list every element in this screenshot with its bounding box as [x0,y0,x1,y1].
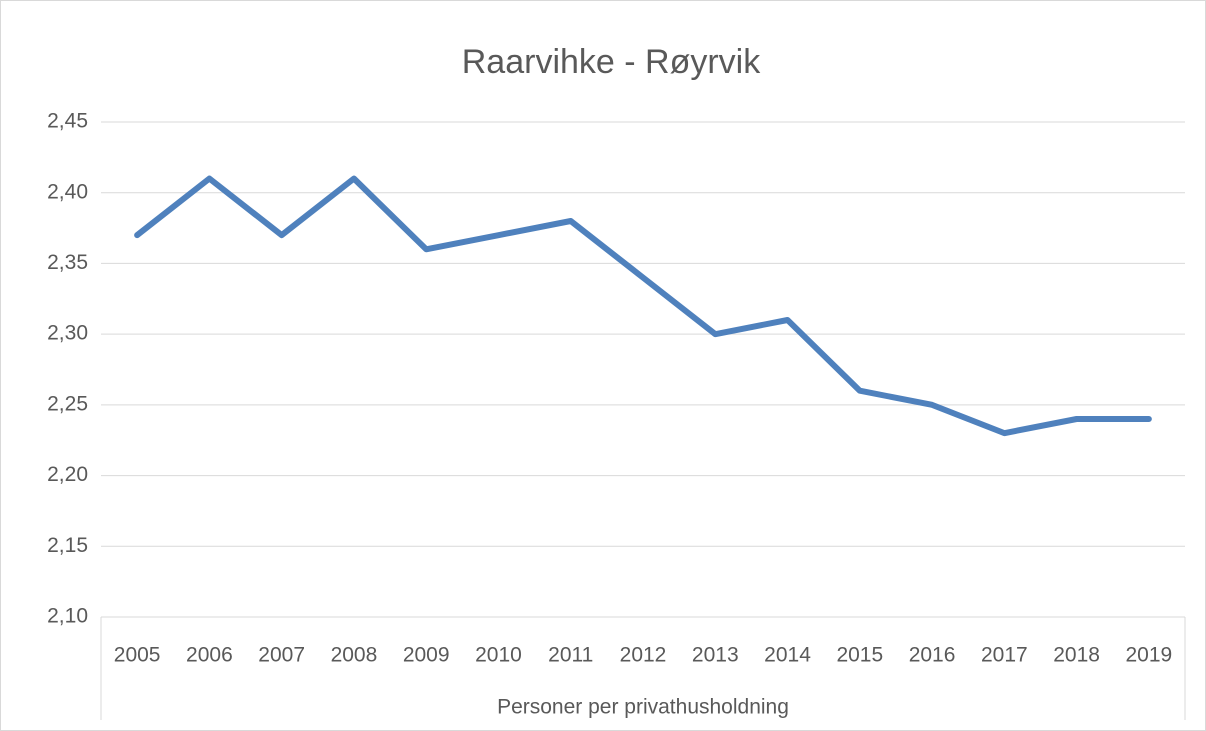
x-tick-label: 2009 [403,644,450,667]
x-tick-label: 2013 [692,644,739,667]
x-tick-label: 2006 [186,644,233,667]
line-series [134,175,1152,437]
x-tick-label: 2008 [331,644,378,667]
y-tick-label: 2,35 [47,251,88,274]
x-axis-label: Personer per privathusholdning [497,696,789,719]
y-tick-label: 2,10 [47,605,88,628]
x-tick-label: 2016 [909,644,956,667]
chart-title: Raarvihke - Røyrvik [462,43,761,81]
y-tick-label: 2,20 [47,463,88,486]
y-tick-label: 2,15 [47,534,88,557]
y-tick-label: 2,45 [47,110,88,133]
x-tick-label: 2011 [548,644,593,667]
x-tick-label: 2010 [475,644,522,667]
x-tick-label: 2017 [981,644,1028,667]
y-tick-label: 2,30 [47,322,88,345]
x-tick-label: 2005 [114,644,161,667]
y-tick-label: 2,40 [47,180,88,203]
x-tick-label: 2007 [258,644,305,667]
x-tick-label: 2015 [836,644,883,667]
x-tick-label: 2014 [764,644,811,667]
x-tick-label: 2012 [620,644,667,667]
x-tick-label: 2019 [1126,644,1173,667]
y-tick-label: 2,25 [47,392,88,415]
x-tick-label: 2018 [1053,644,1100,667]
